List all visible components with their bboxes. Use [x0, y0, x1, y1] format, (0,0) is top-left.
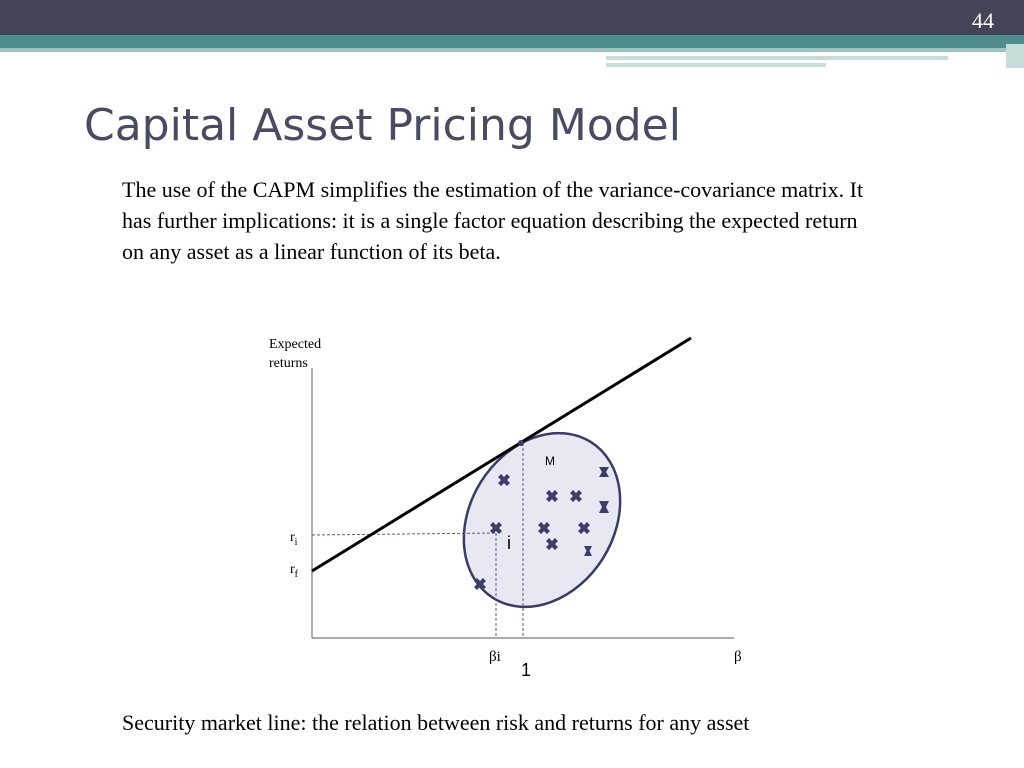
y-axis-label-line1: Expected: [269, 337, 321, 352]
rf-label-subscript: f: [295, 569, 299, 580]
ri-label: ri: [290, 530, 298, 548]
slide-number: 44: [972, 8, 994, 33]
asset-cloud-ellipse: [462, 431, 622, 609]
asset-marker: [599, 501, 609, 513]
asset-marker: [490, 522, 502, 534]
asset-marker: [474, 578, 486, 590]
asset-marker: [599, 467, 609, 477]
diagram-caption: Security market line: the relation betwe…: [122, 710, 750, 735]
asset-marker: [498, 474, 510, 486]
asset-i-label: i: [507, 533, 511, 553]
market-portfolio-point: [518, 440, 524, 446]
asset-marker: [546, 538, 558, 550]
security-market-line: [311, 336, 692, 573]
slide-title: Capital Asset Pricing Model: [84, 100, 681, 151]
ri-label-subscript: i: [295, 537, 298, 548]
decorative-block: [1006, 44, 1024, 68]
asset-marker: [578, 522, 590, 534]
rf-label-base: r: [290, 562, 295, 577]
decorative-line: [606, 63, 826, 67]
ri-label-base: r: [290, 530, 295, 545]
x-axis-label: β: [734, 649, 742, 665]
ri-dashed-guide: [311, 532, 497, 536]
asset-marker: [584, 546, 592, 556]
header-accent-band-light: [0, 48, 1024, 52]
decorative-line: [606, 56, 948, 60]
asset-markers: [474, 467, 609, 590]
header-accent-band: [0, 35, 1024, 48]
body-paragraph: The use of the CAPM simplifies the estim…: [122, 177, 864, 264]
y-axis-label: Expected returns: [269, 337, 325, 371]
asset-marker: [546, 490, 558, 502]
asset-marker: [570, 490, 582, 502]
rf-label: rf: [290, 562, 299, 580]
beta-one-label: 1: [521, 660, 531, 680]
asset-marker: [538, 522, 550, 534]
y-axis-label-line2: returns: [269, 356, 308, 371]
beta-i-label: βi: [489, 649, 501, 665]
market-portfolio-label: M: [545, 454, 555, 468]
header-bar: [0, 0, 1024, 35]
